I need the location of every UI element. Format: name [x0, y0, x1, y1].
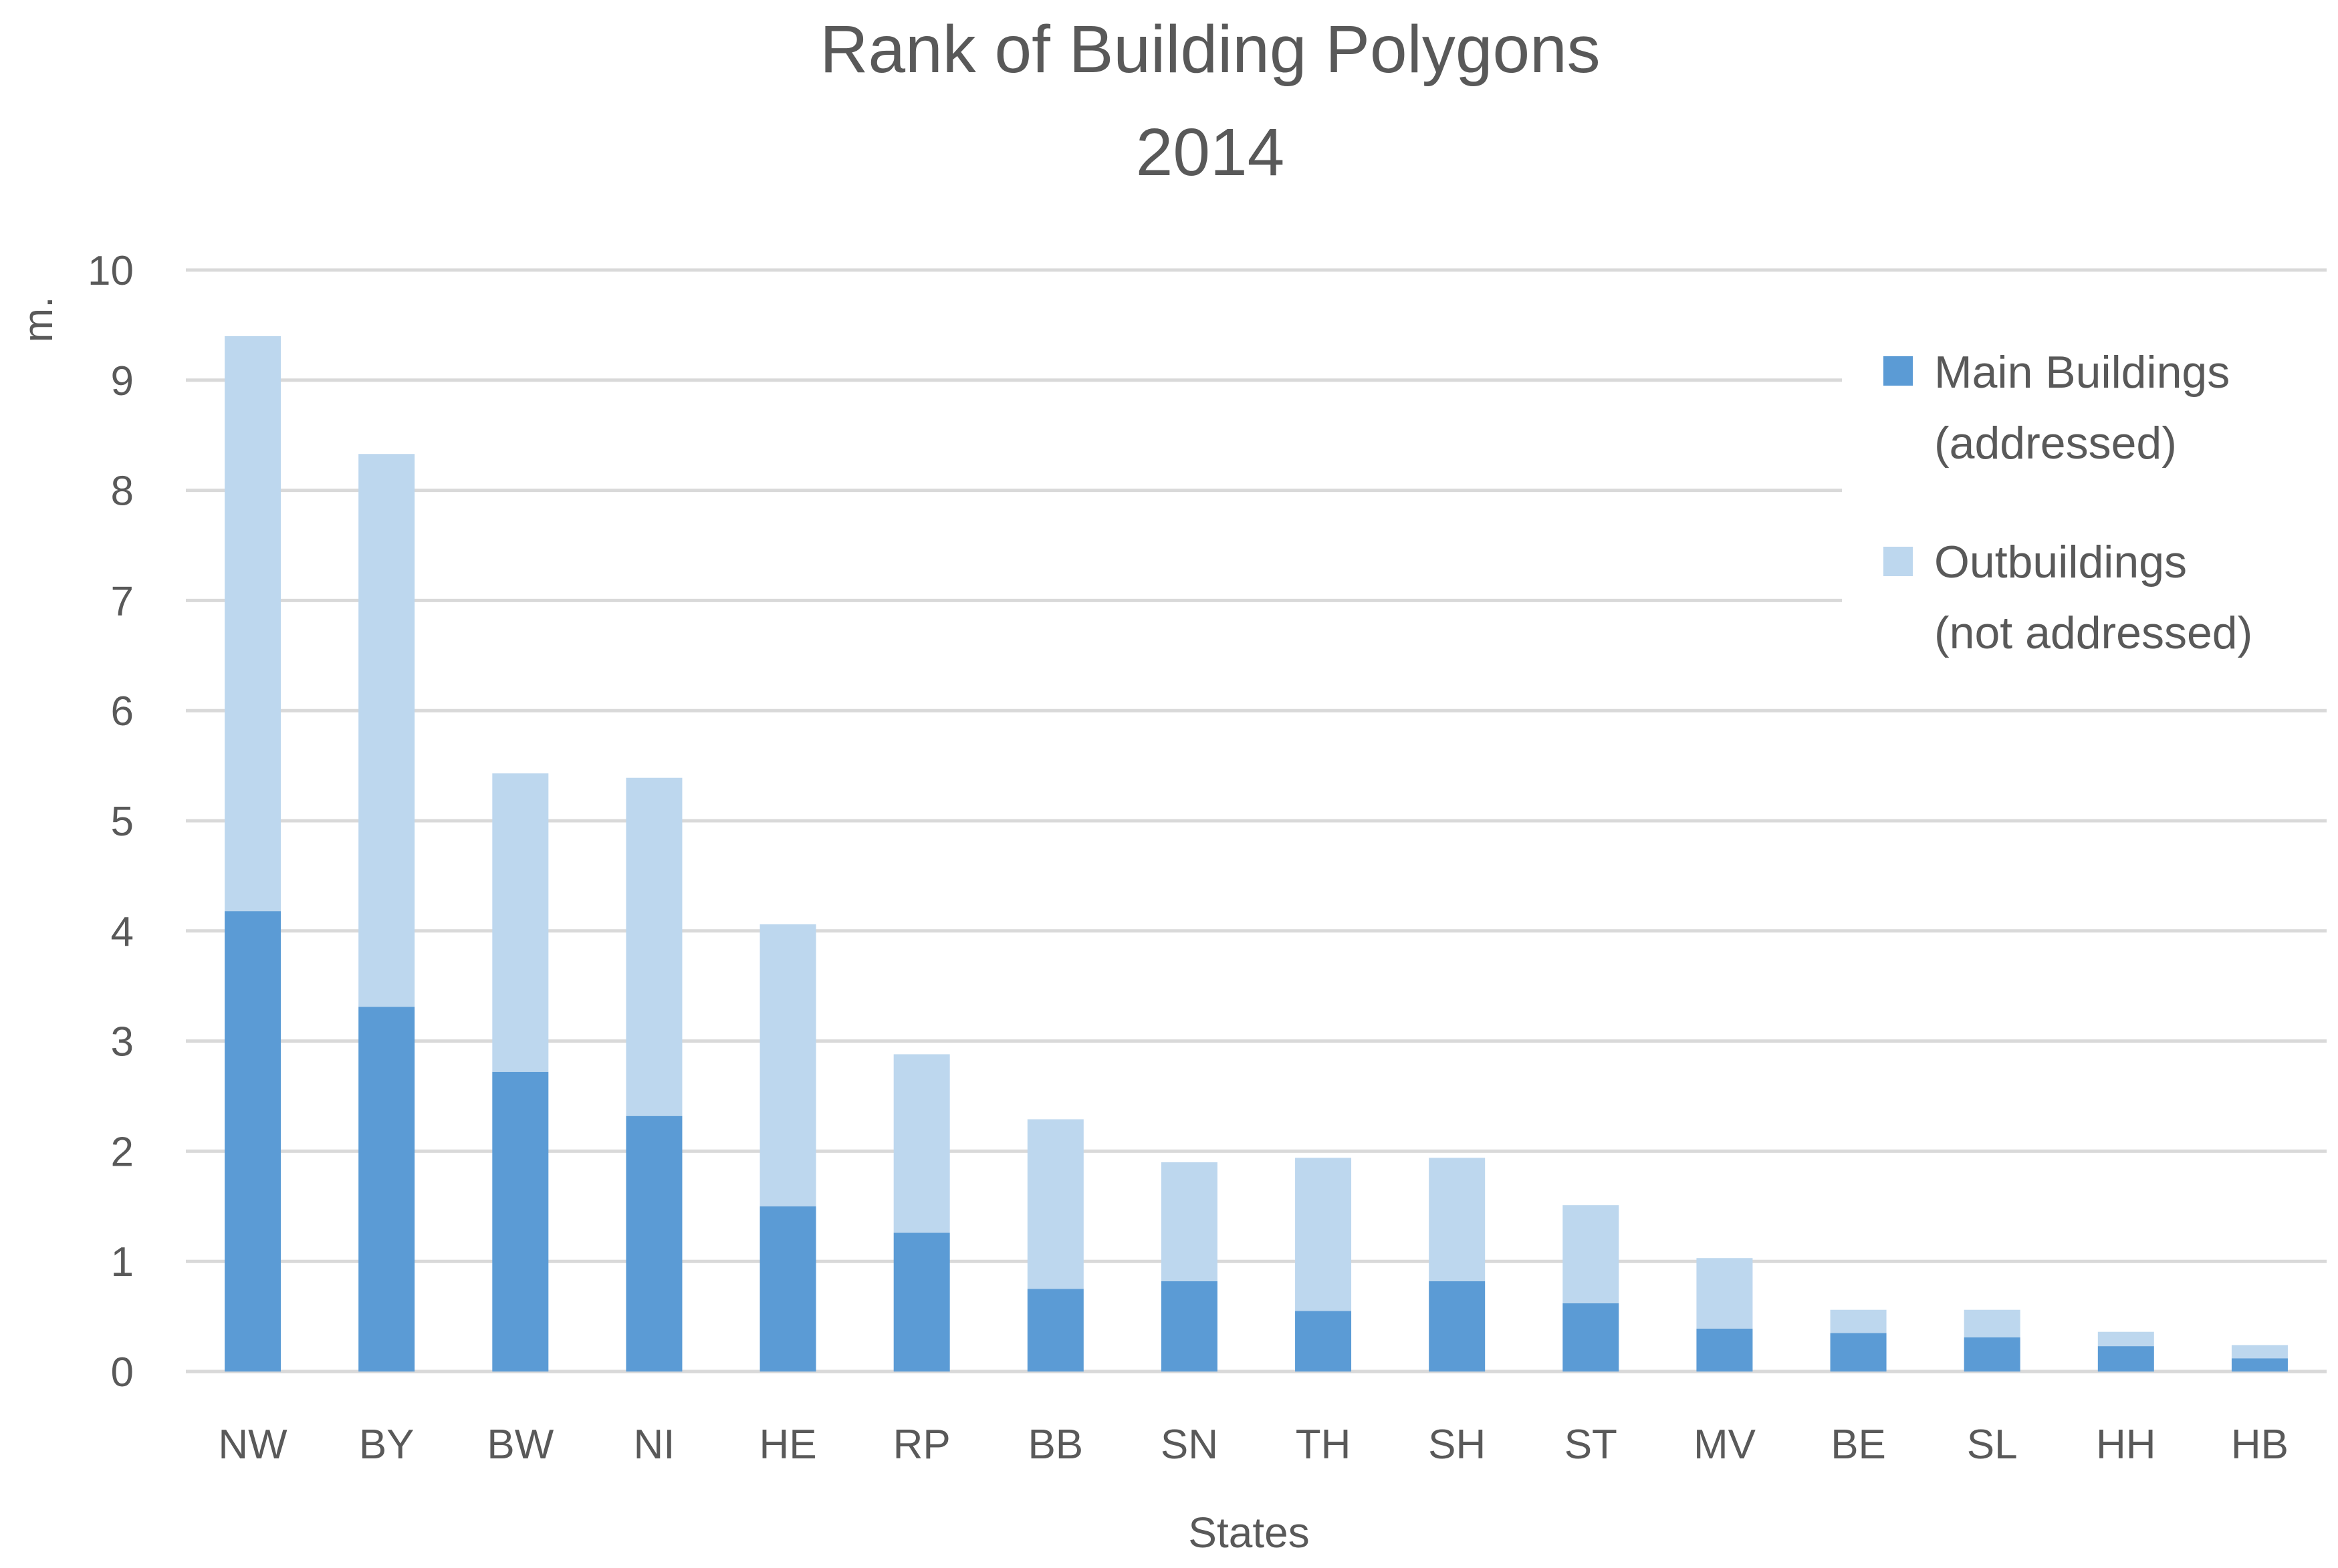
bar-main-buildings [1295, 1311, 1352, 1371]
bar-outbuildings [1562, 1205, 1619, 1303]
x-tick-label: SL [1967, 1422, 2018, 1468]
y-tick-label: 9 [111, 358, 134, 404]
x-tick-label: NW [218, 1422, 287, 1468]
legend-label: (addressed) [1934, 418, 2177, 469]
bar-outbuildings [759, 924, 816, 1206]
y-axis-label: m. [15, 297, 62, 343]
legend-background [1842, 334, 2337, 682]
y-tick-label: 0 [111, 1349, 134, 1396]
y-tick-label: 2 [111, 1129, 134, 1175]
bar-main-buildings [492, 1071, 549, 1371]
bar-outbuildings [492, 773, 549, 1072]
y-tick-label: 7 [111, 578, 134, 624]
legend-swatch [1883, 356, 1913, 386]
bar-main-buildings [1964, 1337, 2020, 1371]
x-tick-label: HB [2231, 1422, 2289, 1468]
x-tick-label: BE [1831, 1422, 1886, 1468]
y-axis-tick-labels: 0 1 2 3 4 5 6 7 8 9 10 [88, 248, 134, 1396]
bar-main-buildings [2231, 1358, 2288, 1371]
x-axis-label: States [1188, 1509, 1309, 1557]
x-tick-label: HE [759, 1422, 816, 1468]
bar-outbuildings [1161, 1162, 1217, 1281]
y-tick-label: 8 [111, 469, 134, 515]
bar-outbuildings [1429, 1158, 1486, 1281]
legend-label: Outbuildings [1934, 537, 2187, 587]
x-axis-tick-labels: NW BY BW NI HE RP BB SN TH SH ST MV BE SL HH HB [218, 1422, 2289, 1468]
bar-outbuildings [1295, 1158, 1352, 1311]
x-tick-label: BB [1028, 1422, 1083, 1468]
legend: Main Buildings (addressed) Outbuildings (no… [1883, 347, 2252, 658]
y-tick-label: 3 [111, 1019, 134, 1065]
chart-title: Rank of Building Polygons 2014 [820, 12, 1600, 190]
chart-title-line-2: 2014 [1136, 115, 1284, 190]
bar-outbuildings [1830, 1309, 1887, 1333]
x-tick-label: BY [359, 1422, 415, 1468]
bar-outbuildings [358, 454, 415, 1007]
x-tick-label: HH [2096, 1422, 2156, 1468]
bar-main-buildings [1027, 1289, 1084, 1371]
legend-label: Main Buildings [1934, 347, 2230, 398]
bar-main-buildings [1161, 1281, 1217, 1371]
bar-main-buildings [1562, 1303, 1619, 1371]
x-tick-label: BW [487, 1422, 554, 1468]
bar-main-buildings [358, 1007, 415, 1371]
y-tick-label: 4 [111, 909, 134, 955]
bars [225, 336, 2288, 1371]
bar-main-buildings [1429, 1281, 1486, 1371]
chart-title-line-1: Rank of Building Polygons [820, 12, 1600, 87]
bar-main-buildings [1830, 1333, 1887, 1371]
bar-outbuildings [225, 336, 281, 912]
y-tick-label: 5 [111, 799, 134, 845]
legend-label: (not addressed) [1934, 608, 2252, 658]
bar-main-buildings [225, 911, 281, 1371]
x-tick-label: NI [633, 1422, 675, 1468]
bar-outbuildings [2097, 1331, 2154, 1347]
x-tick-label: SH [1428, 1422, 1486, 1468]
bar-main-buildings [1696, 1328, 1753, 1371]
bar-outbuildings [1696, 1258, 1753, 1329]
bar-main-buildings [759, 1206, 816, 1371]
x-tick-label: TH [1296, 1422, 1351, 1468]
x-tick-label: ST [1564, 1422, 1617, 1468]
y-tick-label: 6 [111, 688, 134, 735]
y-tick-label: 1 [111, 1239, 134, 1285]
legend-swatch [1883, 547, 1913, 576]
bar-outbuildings [1027, 1119, 1084, 1289]
bar-main-buildings [2097, 1346, 2154, 1371]
bar-outbuildings [2231, 1345, 2288, 1359]
bar-outbuildings [626, 777, 683, 1116]
x-tick-label: RP [893, 1422, 951, 1468]
bar-outbuildings [1964, 1309, 2020, 1337]
bar-main-buildings [626, 1116, 683, 1371]
y-tick-label: 10 [88, 248, 134, 294]
x-tick-label: MV [1693, 1422, 1756, 1468]
bar-main-buildings [893, 1232, 950, 1371]
bar-outbuildings [893, 1054, 950, 1233]
x-tick-label: SN [1161, 1422, 1218, 1468]
